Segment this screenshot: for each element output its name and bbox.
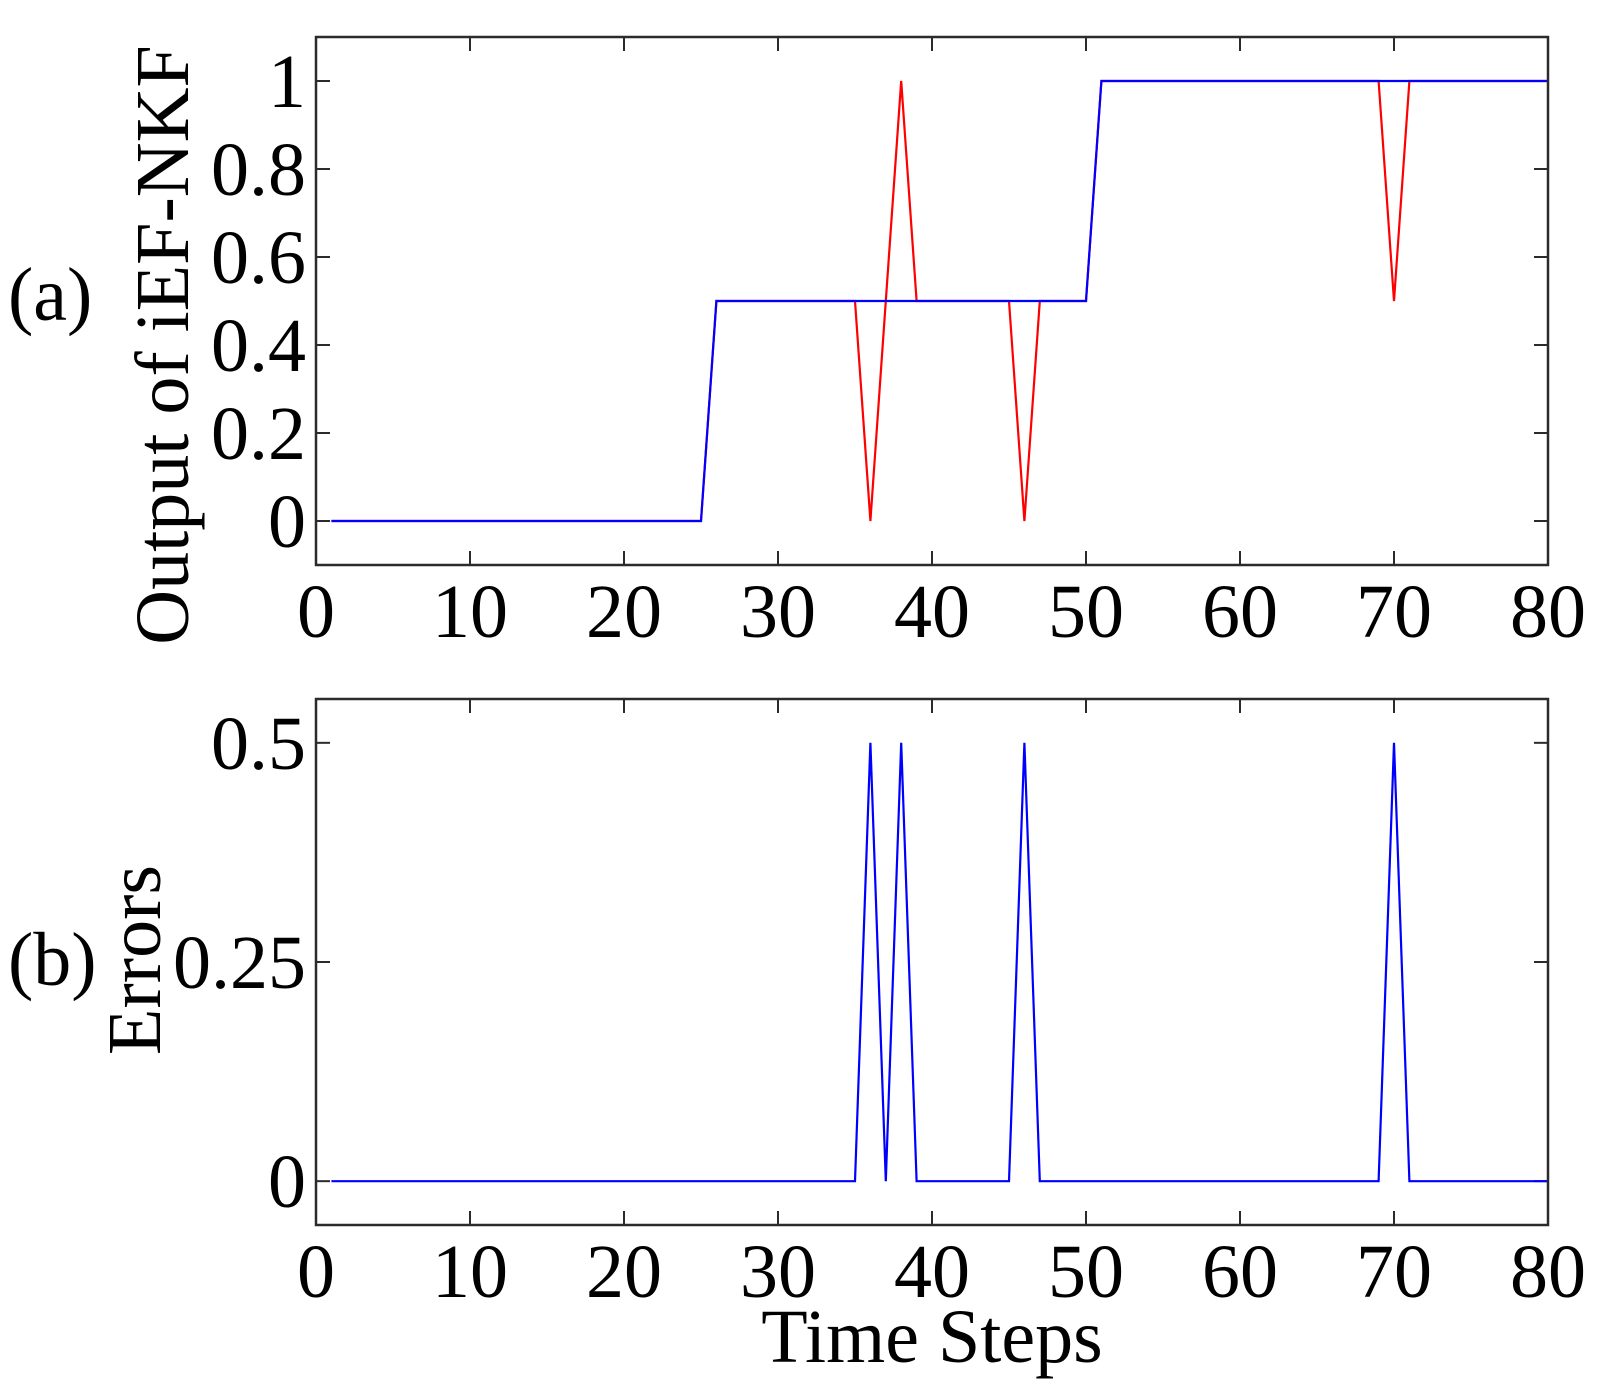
plot-lines-b bbox=[331, 742, 1548, 1183]
y-axis-label-a: Output of iEF-NKF bbox=[121, 45, 205, 645]
x-tick-label-b-7: 70 bbox=[1356, 1230, 1432, 1314]
x-tick-label-b-0: 0 bbox=[297, 1230, 335, 1314]
series-line-b-0 bbox=[331, 742, 1548, 1183]
x-tick-label-a-1: 10 bbox=[432, 570, 508, 654]
y-tick-label-a-5: 1 bbox=[268, 40, 306, 124]
plot-frame-a bbox=[314, 35, 1550, 567]
y-tick-label-b-0: 0 bbox=[268, 1140, 306, 1224]
panel-label-a: (a) bbox=[8, 253, 92, 337]
x-tick-label-a-8: 80 bbox=[1510, 570, 1586, 654]
y-tick-label-b-2: 0.5 bbox=[211, 702, 306, 786]
x-axis-label-b: Time Steps bbox=[761, 1295, 1102, 1379]
plot-frame-b bbox=[314, 697, 1550, 1227]
x-tick-label-b-5: 50 bbox=[1048, 1230, 1124, 1314]
plot-lines-a bbox=[331, 79, 1548, 523]
y-tick-label-a-1: 0.2 bbox=[211, 392, 306, 476]
x-tick-label-b-2: 20 bbox=[586, 1230, 662, 1314]
panel-b: (b) Errors Time Steps 0 10 20 30 40 50 60 70 800… bbox=[8, 697, 1586, 1379]
ticks-b bbox=[315, 699, 1549, 1225]
x-tick-label-b-3: 30 bbox=[740, 1230, 816, 1314]
x-tick-label-a-6: 60 bbox=[1202, 570, 1278, 654]
x-tick-label-a-0: 0 bbox=[297, 570, 335, 654]
x-tick-label-a-4: 40 bbox=[894, 570, 970, 654]
panel-label-b: (b) bbox=[8, 918, 97, 1002]
series-line-a-1 bbox=[331, 79, 1548, 523]
y-axis-label-b: Errors bbox=[93, 865, 177, 1055]
x-tick-label-a-3: 30 bbox=[740, 570, 816, 654]
x-tick-label-b-6: 60 bbox=[1202, 1230, 1278, 1314]
x-tick-label-b-8: 80 bbox=[1510, 1230, 1586, 1314]
y-tick-label-a-2: 0.4 bbox=[211, 304, 306, 388]
tick-labels-b: 0 10 20 30 40 50 60 70 80 0 0.25 0.5 bbox=[173, 702, 1586, 1314]
panel-a: (a) Output of iEF-NKF 0 10 20 30 40 50 60 70 800… bbox=[8, 35, 1586, 654]
x-tick-label-a-7: 70 bbox=[1356, 570, 1432, 654]
x-tick-label-b-1: 10 bbox=[432, 1230, 508, 1314]
y-tick-label-b-1: 0.25 bbox=[173, 921, 306, 1005]
y-tick-label-a-3: 0.6 bbox=[211, 216, 306, 300]
y-tick-label-a-0: 0 bbox=[268, 480, 306, 564]
x-tick-label-a-5: 50 bbox=[1048, 570, 1124, 654]
y-tick-label-a-4: 0.8 bbox=[211, 128, 306, 212]
x-tick-label-a-2: 20 bbox=[586, 570, 662, 654]
x-tick-label-b-4: 40 bbox=[894, 1230, 970, 1314]
